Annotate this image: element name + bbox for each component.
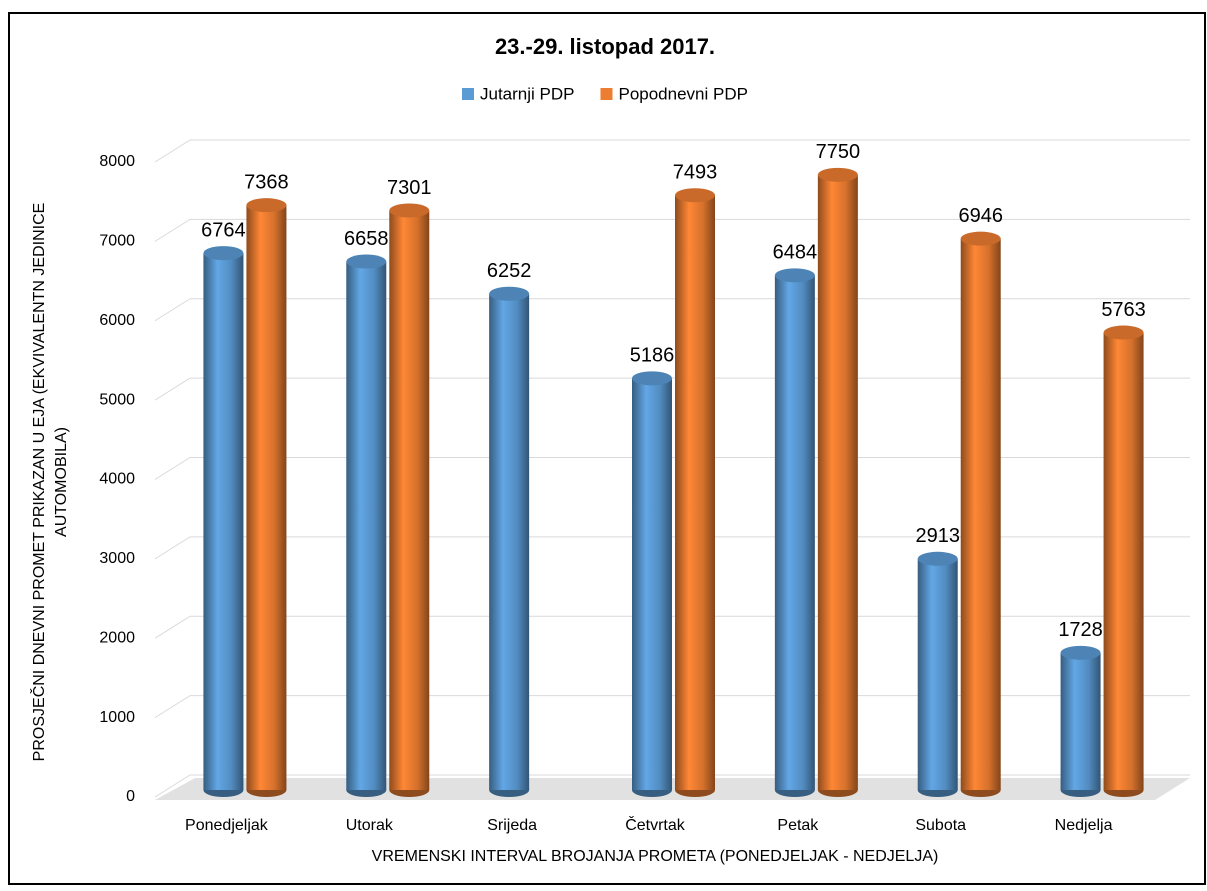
cylinder [346, 254, 387, 797]
y-tick-label: 7000 [99, 233, 135, 250]
x-tick-label: Ponedjeljak [185, 817, 269, 834]
grid-line-slant [154, 298, 191, 322]
cylinder-top [632, 371, 672, 386]
data-label: 6252 [487, 260, 532, 282]
legend-swatch [462, 88, 474, 100]
data-label: 7493 [673, 162, 718, 184]
cylinder-top [774, 268, 815, 283]
cylinder-top [246, 198, 287, 213]
grid-line-slant [154, 218, 191, 242]
y-tick-label: 4000 [99, 471, 135, 488]
data-label: 1728 [1058, 619, 1103, 641]
data-label: 7301 [387, 177, 432, 199]
bar [917, 558, 958, 790]
cylinder-top [1103, 325, 1144, 340]
legend-swatch [600, 88, 613, 100]
y-tick-label: 0 [126, 788, 135, 805]
cylinder [203, 246, 244, 797]
x-axis-title: VREMENSKI INTERVAL BROJANJA PROMETA (PON… [372, 848, 939, 865]
cylinder-top [346, 254, 387, 269]
bar [632, 378, 672, 790]
data-label: 2913 [915, 525, 960, 547]
data-label: 6484 [773, 242, 818, 264]
bar [817, 174, 858, 790]
cylinder [917, 551, 958, 797]
cylinder [1103, 325, 1144, 797]
cylinder [675, 188, 715, 797]
grid-line-slant [154, 139, 191, 163]
cylinder [817, 167, 858, 797]
grid-line-slant [154, 774, 191, 798]
cylinder-top [1060, 645, 1101, 660]
data-label: 5763 [1101, 299, 1146, 321]
bar [389, 210, 430, 790]
x-tick-label: Subota [915, 817, 966, 834]
y-tick-label: 8000 [99, 153, 135, 170]
floor [155, 778, 1190, 800]
chart-title: 23.-29. listopad 2017. [495, 34, 715, 59]
y-axis-title-line: PROSJEČNI DNEVNI PROMET PRIKAZAN U EJA (… [29, 203, 48, 762]
data-label: 7750 [816, 141, 861, 163]
bar [489, 293, 530, 790]
bar [675, 195, 715, 791]
cylinder-top [675, 188, 715, 203]
cylinder [1060, 645, 1101, 797]
cylinder [960, 231, 1001, 797]
cylinder [489, 286, 530, 797]
bar [960, 238, 1001, 790]
x-tick-label: Utorak [346, 817, 394, 834]
bar [1103, 332, 1144, 790]
x-tick-label: Nedjelja [1055, 817, 1113, 834]
cylinder-top [203, 246, 244, 261]
legend-label: Jutarnji PDP [480, 84, 574, 103]
data-label: 5186 [630, 345, 675, 367]
bar [203, 253, 244, 791]
y-tick-label: 3000 [99, 550, 135, 567]
y-axis-title-line: AUTOMOBILA) [53, 427, 70, 537]
y-tick-label: 5000 [99, 391, 135, 408]
chart-border [8, 12, 1206, 885]
y-tick-label: 2000 [99, 629, 135, 646]
cylinder-top [960, 231, 1001, 246]
legend: Jutarnji PDP Popodnevni PDP [462, 84, 748, 103]
cylinder-top [917, 551, 958, 566]
cylinder-top [817, 167, 858, 182]
data-label: 7368 [244, 171, 289, 193]
grid-line-slant [154, 377, 191, 401]
bar [346, 261, 387, 790]
x-tick-label: Petak [777, 817, 819, 834]
cylinder [774, 268, 815, 797]
data-label: 6946 [958, 205, 1003, 227]
cylinder [246, 198, 287, 797]
cylinder [389, 203, 430, 797]
x-tick-label: Srijeda [487, 817, 537, 834]
cylinder [632, 371, 672, 797]
data-label: 6658 [344, 228, 389, 250]
grid-line-slant [154, 457, 191, 480]
grid-line-slant [154, 536, 191, 560]
cylinder-top [389, 203, 430, 218]
grid-line-slant [154, 695, 191, 719]
bar [246, 205, 287, 791]
bar [774, 275, 815, 790]
legend-label: Popodnevni PDP [618, 84, 747, 103]
y-tick-label: 1000 [99, 709, 135, 726]
y-axis-title: PROSJEČNI DNEVNI PROMET PRIKAZAN U EJA (… [29, 203, 70, 762]
cylinder-top [489, 286, 530, 301]
bar [1060, 652, 1101, 790]
grid-line-slant [154, 615, 191, 639]
x-tick-label: Četvrtak [625, 815, 686, 834]
y-tick-label: 6000 [99, 312, 135, 329]
data-label: 6764 [201, 219, 246, 241]
